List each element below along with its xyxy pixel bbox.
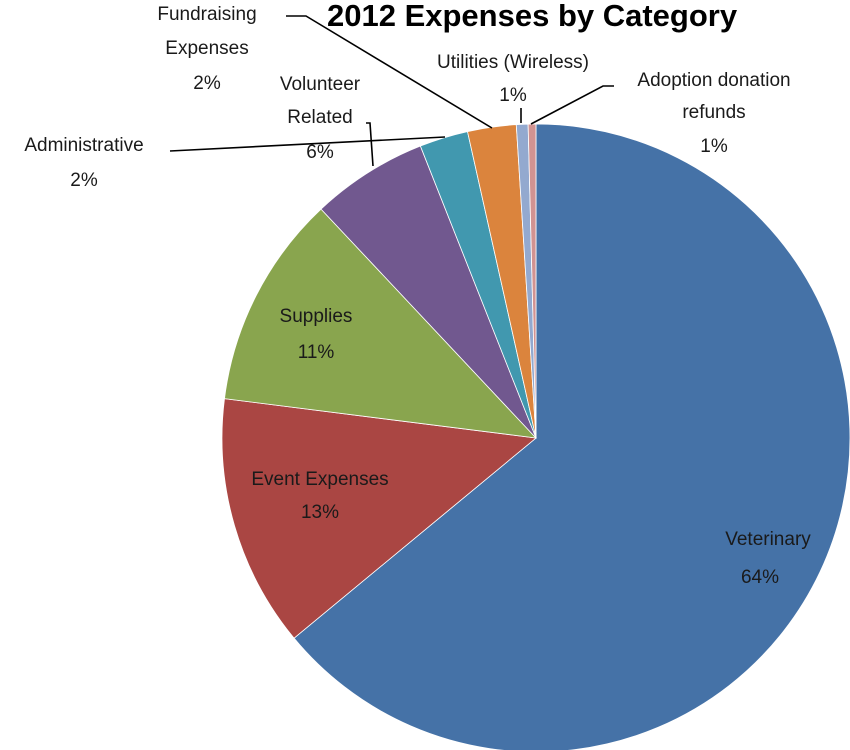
slice-name-volunteer-related-2: Related	[287, 107, 353, 128]
slice-name-supplies-1: Supplies	[280, 306, 353, 327]
slice-name-volunteer-related-1: Volunteer	[280, 74, 361, 95]
slice-labels: Veterinary 64% Event Expenses 13% Supplies 11…	[24, 4, 811, 588]
slice-name-fundraising-expenses-2: Expenses	[165, 38, 248, 59]
slice-percent-volunteer-related: 6%	[306, 142, 334, 163]
pie-slice-supplies	[224, 208, 538, 439]
slice-percent-utilities-wireless: 1%	[499, 85, 527, 106]
slice-percent-adoption-donation-refunds: 1%	[700, 136, 728, 157]
pie-slice-volunteer-related	[320, 145, 537, 439]
leader-line-adoption-donation-refunds	[530, 85, 614, 125]
slice-name-utilities-wireless-1: Utilities (Wireless)	[437, 52, 589, 73]
pie-slice-veterinary	[293, 123, 850, 750]
leader-lines	[169, 15, 614, 167]
slice-percent-event-expenses: 13%	[301, 502, 339, 523]
slice-percent-fundraising-expenses: 2%	[193, 73, 221, 94]
slice-name-adoption-donation-refunds-1: Adoption donation	[637, 70, 790, 91]
chart-title: 2012 Expenses by Category	[327, 0, 738, 33]
slice-name-event-expenses-1: Event Expenses	[251, 469, 388, 490]
pie-slices	[221, 123, 850, 750]
leader-line-volunteer-related	[366, 122, 374, 167]
slice-percent-administrative: 2%	[70, 170, 98, 191]
leader-line-administrative	[169, 136, 446, 152]
slice-percent-veterinary: 64%	[741, 567, 779, 588]
leader-line-fundraising-expenses	[286, 15, 493, 129]
slice-name-fundraising-expenses-1: Fundraising	[157, 4, 256, 25]
pie-slice-event-expenses	[221, 398, 537, 639]
slice-name-administrative-1: Administrative	[24, 135, 143, 156]
slice-name-veterinary-1: Veterinary	[725, 529, 811, 550]
slice-percent-supplies: 11%	[298, 342, 335, 363]
slice-name-adoption-donation-refunds-2: refunds	[682, 102, 745, 123]
